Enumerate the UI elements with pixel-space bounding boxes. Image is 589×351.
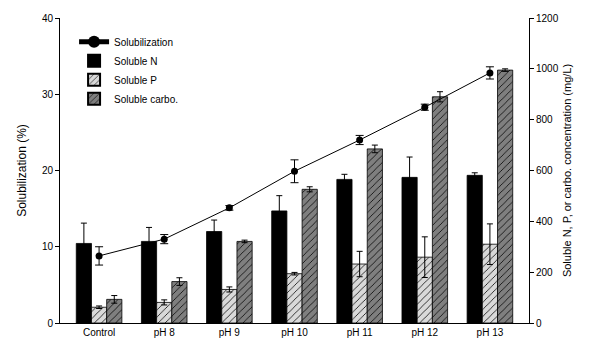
svg-text:Solubilization: Solubilization bbox=[114, 37, 173, 48]
svg-text:0: 0 bbox=[536, 318, 542, 329]
svg-text:600: 600 bbox=[536, 165, 553, 176]
svg-text:Control: Control bbox=[83, 327, 115, 338]
svg-text:Soluble carbo.: Soluble carbo. bbox=[114, 94, 178, 105]
svg-text:200: 200 bbox=[536, 267, 553, 278]
svg-text:800: 800 bbox=[536, 114, 553, 125]
svg-text:pH 12: pH 12 bbox=[411, 327, 438, 338]
svg-text:30: 30 bbox=[42, 89, 54, 100]
svg-text:400: 400 bbox=[536, 216, 553, 227]
svg-text:pH 11: pH 11 bbox=[347, 327, 373, 338]
svg-text:Soluble P: Soluble P bbox=[114, 75, 157, 86]
svg-text:10: 10 bbox=[42, 241, 54, 252]
svg-text:1200: 1200 bbox=[536, 13, 559, 24]
svg-text:Solubilization (%): Solubilization (%) bbox=[15, 124, 29, 217]
svg-text:Soluble N, P, or carbo. concen: Soluble N, P, or carbo. concentration (m… bbox=[561, 64, 573, 277]
svg-text:pH 9: pH 9 bbox=[219, 327, 241, 338]
svg-text:pH 13: pH 13 bbox=[477, 327, 504, 338]
svg-text:1000: 1000 bbox=[536, 63, 559, 74]
svg-text:40: 40 bbox=[42, 13, 54, 24]
svg-text:Soluble N: Soluble N bbox=[114, 56, 157, 67]
svg-text:pH 10: pH 10 bbox=[281, 327, 308, 338]
svg-text:pH 8: pH 8 bbox=[154, 327, 176, 338]
svg-text:0: 0 bbox=[47, 318, 53, 329]
svg-text:20: 20 bbox=[42, 165, 54, 176]
